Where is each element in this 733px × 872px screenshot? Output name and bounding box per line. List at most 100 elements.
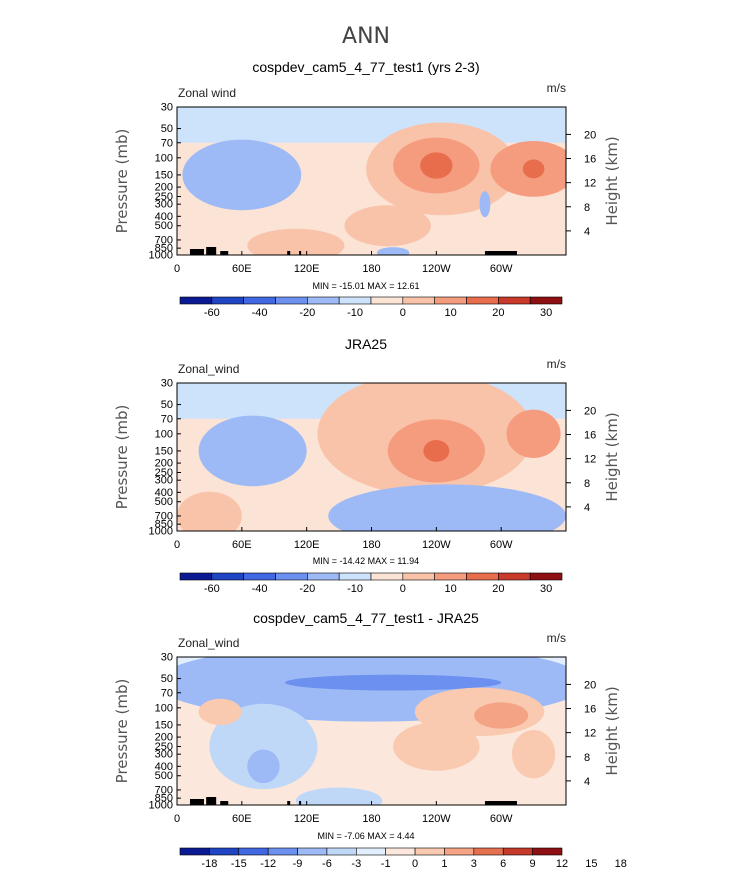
colorbar-swatch bbox=[338, 296, 372, 305]
pressure-tick-label: 400 bbox=[155, 761, 173, 773]
colorbar-swatch bbox=[498, 572, 531, 581]
contour-region bbox=[247, 749, 280, 784]
colorbar-swatch bbox=[326, 847, 357, 856]
topography bbox=[206, 247, 217, 255]
pressure-tick-label: 1000 bbox=[149, 250, 173, 262]
pressure-tick-label: 50 bbox=[161, 123, 173, 135]
figure-title: ANN bbox=[342, 24, 390, 49]
pressure-tick-label: 200 bbox=[155, 732, 173, 744]
colorbar-label: -20 bbox=[299, 583, 315, 595]
variable-label: Zonal_wind bbox=[178, 362, 239, 376]
longitude-tick-label: 60E bbox=[232, 263, 252, 275]
contour-region bbox=[198, 698, 242, 725]
y-axis-label: Pressure (mb) bbox=[113, 405, 131, 510]
contour-region bbox=[198, 415, 307, 487]
height-tick-label: 4 bbox=[584, 502, 590, 514]
colorbar-swatch bbox=[473, 847, 504, 856]
height-tick-label: 12 bbox=[584, 728, 596, 740]
pressure-tick-label: 300 bbox=[155, 475, 173, 487]
pressure-tick-label: 500 bbox=[155, 770, 173, 782]
longitude-axis: 0 60E 120E 180 120W 60W bbox=[174, 527, 513, 551]
colorbar: -18 -15 -12 -9 -6 -3 -1 0 1 3 6 9 12 15 18 bbox=[179, 847, 627, 870]
pressure-tick-label: 200 bbox=[155, 458, 173, 470]
panel-1: cospdev_cam5_4_77_test1 (yrs 2-3) Zonal w… bbox=[113, 59, 621, 319]
pressure-tick-label: 850 bbox=[155, 793, 173, 805]
pressure-tick-label: 1000 bbox=[149, 800, 173, 812]
units-label: m/s bbox=[547, 357, 566, 371]
colorbar-swatch bbox=[275, 572, 308, 581]
panel-title: cospdev_cam5_4_77_test1 - JRA25 bbox=[253, 610, 479, 626]
contour-region bbox=[247, 228, 345, 255]
pressure-tick-label: 700 bbox=[155, 234, 173, 246]
height-tick-label: 20 bbox=[584, 405, 596, 417]
pressure-tick-label: 150 bbox=[155, 719, 173, 731]
colorbar-label: -1 bbox=[381, 858, 391, 870]
height-axis: 4 8 12 16 20 bbox=[566, 679, 596, 788]
colorbar-swatch bbox=[238, 847, 269, 856]
colorbar-swatch bbox=[275, 296, 308, 305]
longitude-tick-label: 60E bbox=[232, 539, 252, 551]
y-axis-label: Pressure (mb) bbox=[113, 679, 131, 784]
colorbar-swatch bbox=[243, 296, 276, 305]
pressure-tick-label: 400 bbox=[155, 211, 173, 223]
y2-axis-label: Height (km) bbox=[603, 136, 621, 225]
colorbar-swatch bbox=[179, 847, 210, 856]
contour-region bbox=[522, 159, 545, 179]
pressure-tick-label: 70 bbox=[161, 413, 173, 425]
contour-region bbox=[511, 729, 556, 779]
colorbar-label: 9 bbox=[530, 858, 536, 870]
colorbar-label: -10 bbox=[347, 583, 363, 595]
contour-field bbox=[177, 657, 566, 805]
pressure-tick-label: 150 bbox=[155, 445, 173, 457]
contour-region bbox=[295, 787, 383, 805]
pressure-tick-label: 850 bbox=[155, 243, 173, 255]
variable-label: Zonal wind bbox=[178, 86, 236, 100]
contour-region bbox=[344, 205, 431, 247]
height-tick-label: 8 bbox=[584, 752, 590, 764]
pressure-tick-label: 300 bbox=[155, 749, 173, 761]
height-axis: 4 8 12 16 20 bbox=[566, 405, 596, 514]
y2-axis-label: Height (km) bbox=[603, 686, 621, 775]
longitude-tick-label: 0 bbox=[174, 539, 180, 551]
pressure-tick-label: 850 bbox=[155, 519, 173, 531]
colorbar-swatch bbox=[307, 296, 340, 305]
colorbar-label: 20 bbox=[492, 307, 504, 319]
pressure-tick-label: 150 bbox=[155, 169, 173, 181]
longitude-tick-label: 60W bbox=[490, 263, 513, 275]
topography bbox=[189, 249, 204, 255]
longitude-tick-label: 0 bbox=[174, 263, 180, 275]
pressure-tick-label: 700 bbox=[155, 510, 173, 522]
colorbar-swatch bbox=[243, 572, 276, 581]
contour-region bbox=[506, 409, 561, 459]
pressure-tick-label: 500 bbox=[155, 496, 173, 508]
topography bbox=[220, 801, 229, 805]
height-tick-label: 16 bbox=[584, 704, 596, 716]
height-tick-label: 4 bbox=[584, 776, 590, 788]
colorbar: -60 -40 -20 -10 0 10 20 30 bbox=[179, 572, 563, 595]
longitude-tick-label: 120E bbox=[294, 539, 320, 551]
colorbar-swatch bbox=[402, 296, 435, 305]
topography bbox=[220, 251, 229, 255]
colorbar-label: 12 bbox=[556, 858, 568, 870]
colorbar-label: 3 bbox=[471, 858, 477, 870]
height-tick-label: 8 bbox=[584, 478, 590, 490]
pressure-tick-label: 400 bbox=[155, 487, 173, 499]
longitude-tick-label: 60E bbox=[232, 813, 252, 825]
pressure-tick-label: 200 bbox=[155, 182, 173, 194]
colorbar-swatch bbox=[414, 847, 445, 856]
height-tick-label: 20 bbox=[584, 679, 596, 691]
panel-title: cospdev_cam5_4_77_test1 (yrs 2-3) bbox=[252, 59, 479, 75]
colorbar-label: 30 bbox=[540, 583, 552, 595]
topography bbox=[189, 799, 204, 805]
longitude-tick-label: 60W bbox=[490, 813, 513, 825]
colorbar-swatch bbox=[267, 847, 298, 856]
colorbar-label: 18 bbox=[615, 858, 627, 870]
pressure-tick-label: 100 bbox=[155, 702, 173, 714]
topography bbox=[287, 801, 291, 805]
colorbar-label: 0 bbox=[400, 307, 406, 319]
colorbar-swatch bbox=[297, 847, 328, 856]
height-tick-label: 12 bbox=[584, 454, 596, 466]
contour-region bbox=[393, 722, 480, 771]
longitude-tick-label: 120W bbox=[422, 263, 451, 275]
